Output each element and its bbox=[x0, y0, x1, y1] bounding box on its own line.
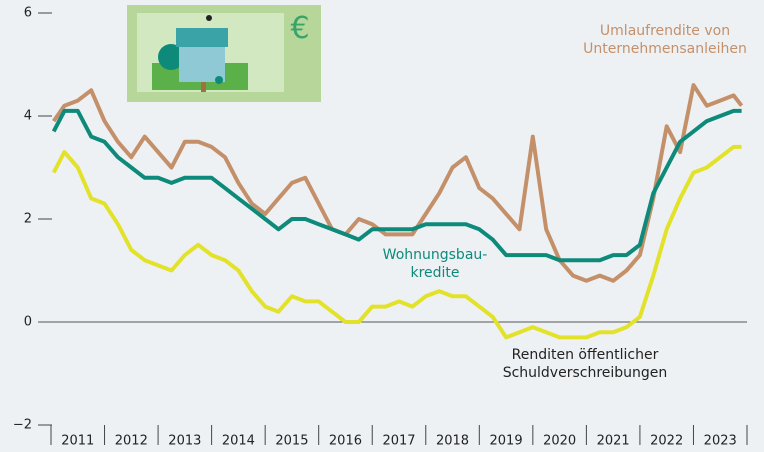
x-tick-label: 2021 bbox=[597, 434, 630, 449]
x-tick-label: 2017 bbox=[382, 434, 415, 449]
x-tick-label: 2022 bbox=[650, 434, 683, 449]
roof bbox=[176, 28, 228, 47]
x-tick-label: 2014 bbox=[222, 434, 255, 449]
series-label: Wohnungsbau- kredite bbox=[382, 247, 488, 281]
x-tick-label: 2020 bbox=[543, 434, 576, 449]
tree bbox=[158, 44, 184, 70]
x-tick-label: 2019 bbox=[490, 434, 523, 449]
icon: € bbox=[127, 5, 321, 102]
house bbox=[179, 46, 225, 82]
x-tick-label: 2011 bbox=[61, 434, 94, 449]
series-line bbox=[52, 83, 744, 283]
euro-sign: € bbox=[290, 11, 309, 46]
y-tick-label: 2 bbox=[24, 212, 32, 227]
trunk bbox=[201, 82, 206, 92]
x-tick-label: 2015 bbox=[275, 434, 308, 449]
y-tick-label: 6 bbox=[24, 6, 32, 21]
x-tick-label: 2023 bbox=[704, 434, 737, 449]
x-tick-label: 2016 bbox=[329, 434, 362, 449]
y-tick-label: 4 bbox=[24, 109, 32, 124]
series-line bbox=[51, 108, 742, 263]
x-tick-label: 2013 bbox=[168, 434, 201, 449]
y-tick-label: −2 bbox=[13, 418, 32, 433]
smoke bbox=[206, 15, 212, 21]
bush bbox=[215, 76, 223, 84]
x-tick-label: 2012 bbox=[115, 434, 148, 449]
y-tick-label: 0 bbox=[24, 315, 32, 330]
series-label: Renditen öffentlicher Schuldverschreibun… bbox=[502, 347, 668, 381]
series-line bbox=[51, 144, 742, 340]
series-label: Umlaufrendite von Unternehmensanleihen bbox=[583, 23, 747, 57]
x-tick-label: 2018 bbox=[436, 434, 469, 449]
